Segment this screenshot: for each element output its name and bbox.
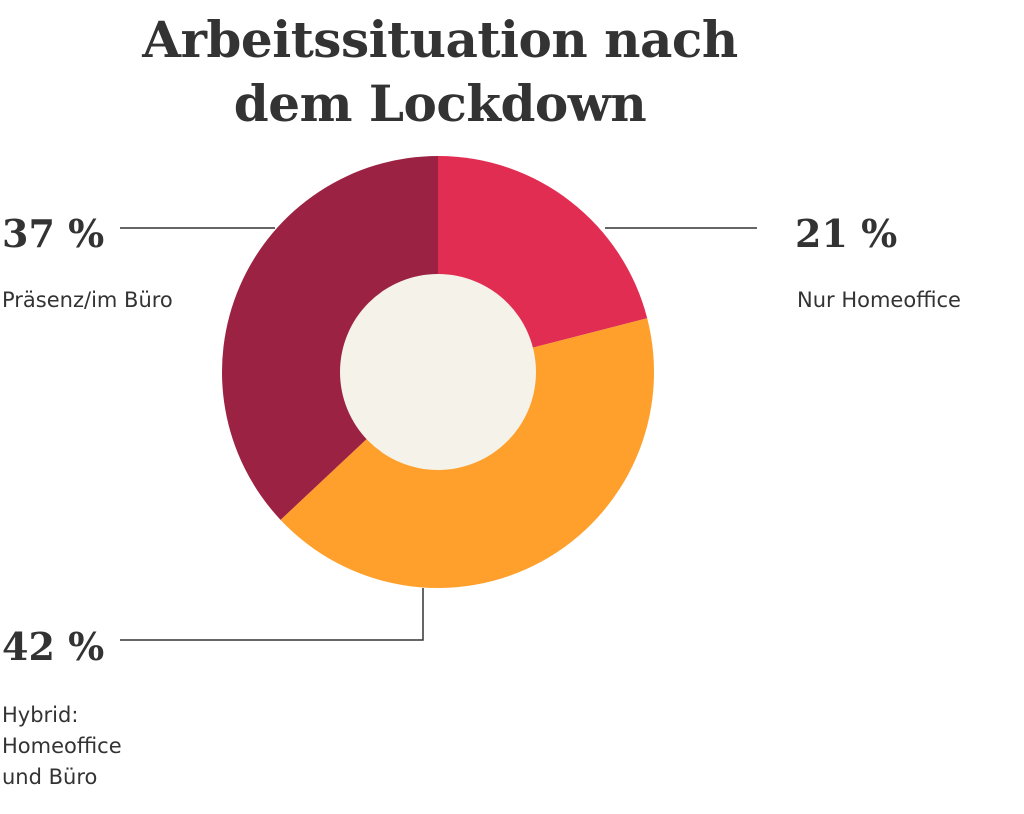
slice-category-line: Präsenz/im Büro [2, 288, 173, 312]
chart-title-line-2: dem Lockdown [233, 74, 647, 133]
slice-category-line: Homeoffice [2, 734, 122, 758]
donut-slices [222, 156, 655, 588]
slice-category-label: Nur Homeoffice [797, 285, 961, 316]
chart-title-line-1: Arbeitssituation nach [142, 10, 738, 69]
slice-category-line: Nur Homeoffice [797, 288, 961, 312]
slice-category-line: Hybrid: [2, 703, 79, 727]
slice-category-label: Hybrid: Homeoffice und Büro [2, 700, 122, 793]
slice-value-label: 21 % [795, 211, 898, 256]
slice-value-label: 37 % [2, 211, 105, 256]
slice-value-label: 42 % [2, 624, 105, 669]
slice-category-line: und Büro [2, 765, 98, 789]
slice-category-label: Präsenz/im Büro [2, 285, 173, 316]
leader-line [120, 588, 424, 641]
donut-slice [222, 156, 438, 520]
donut-center [340, 274, 536, 470]
leader-lines [120, 227, 757, 641]
chart-title: Arbeitssituation nach dem Lockdown [0, 8, 880, 136]
